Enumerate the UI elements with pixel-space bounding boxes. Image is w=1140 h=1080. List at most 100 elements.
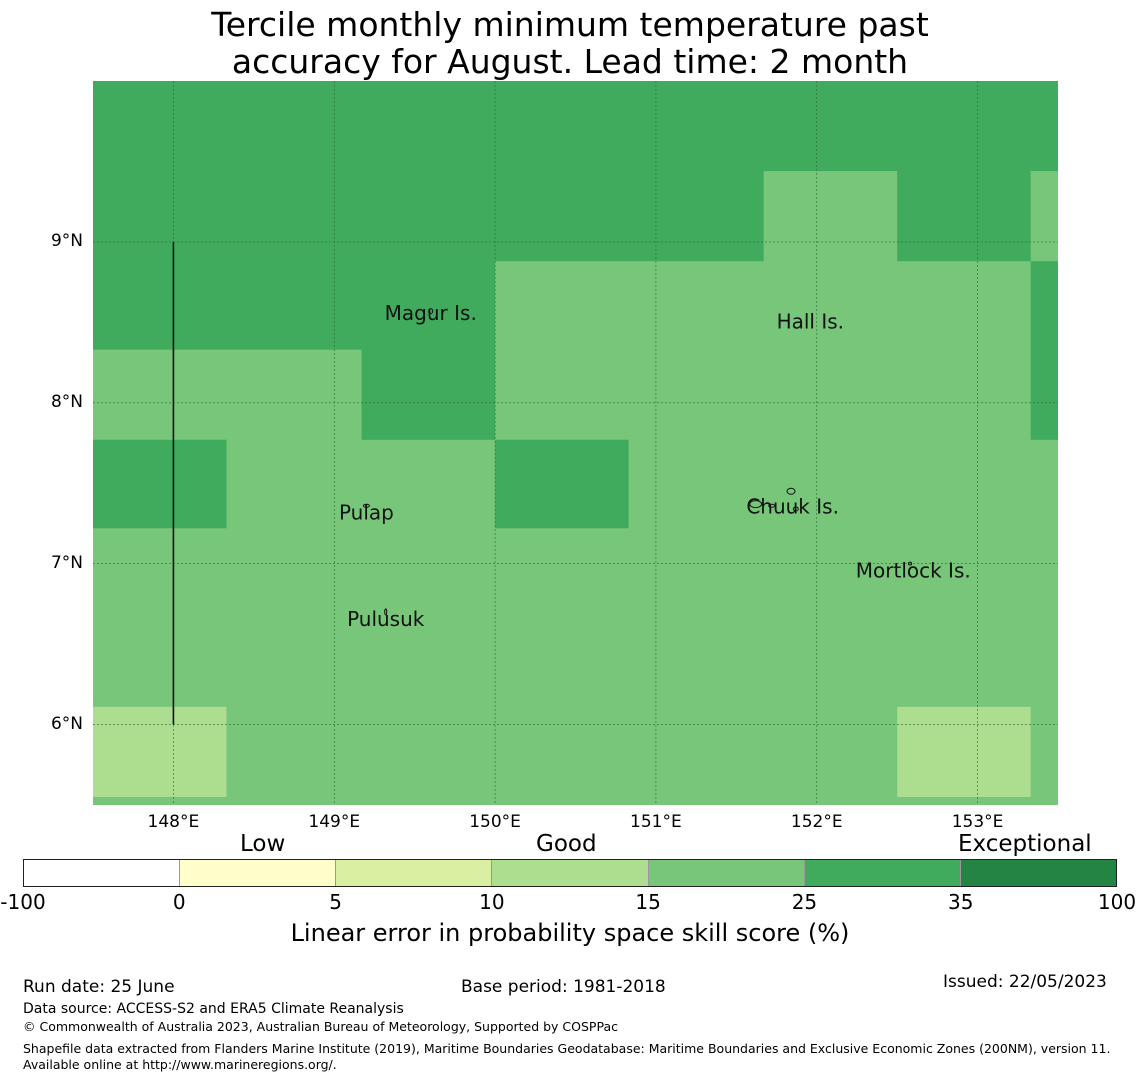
- skill-cell: [897, 796, 1032, 805]
- skill-cell: [628, 81, 765, 172]
- skill-cell: [93, 81, 228, 172]
- skill-cell: [495, 618, 630, 708]
- run-date: Run date: 25 June: [23, 977, 175, 997]
- skill-cell: [226, 81, 363, 172]
- skill-cell: [628, 528, 765, 619]
- map-title: Tercile monthly minimum temperature past…: [0, 6, 1140, 80]
- skill-cell: [628, 171, 765, 262]
- place-label: Pulap: [339, 501, 394, 525]
- skill-cell: [93, 439, 228, 529]
- skill-cell: [495, 528, 630, 619]
- colorbar: [23, 859, 1117, 887]
- skill-cell: [93, 171, 228, 262]
- skill-cell: [93, 528, 228, 619]
- colorbar-category-low: Low: [240, 831, 286, 857]
- skill-cell: [897, 261, 1032, 351]
- skill-cell: [763, 81, 898, 172]
- colorbar-segment: [180, 860, 337, 886]
- skill-cell: [1030, 706, 1058, 798]
- colorbar-tick-label: 0: [172, 890, 186, 914]
- skill-cell: [361, 81, 496, 172]
- longitude-tick-label: 149°E: [308, 812, 361, 832]
- skill-cell: [361, 706, 496, 798]
- skill-cell: [628, 706, 765, 798]
- skill-cell: [93, 261, 228, 351]
- skill-map[interactable]: Magur Is. Hall Is. Pulap Chuuk Is. Mortlock …: [93, 81, 1058, 805]
- colorbar-category-exceptional: Exceptional: [958, 831, 1092, 857]
- skill-cell: [226, 618, 363, 708]
- colorbar-tick-label: 25: [791, 890, 818, 914]
- skill-cell: [763, 796, 898, 805]
- skill-cell: [763, 706, 898, 798]
- skill-cell: [1030, 261, 1058, 351]
- skill-cell: [1030, 81, 1058, 172]
- colorbar-tick-label: 5: [329, 890, 342, 914]
- colorbar-segment: [492, 860, 649, 886]
- skill-cell: [1030, 439, 1058, 529]
- skill-cell: [628, 439, 765, 529]
- skill-cell: [628, 618, 765, 708]
- colorbar-tick-label: 35: [947, 890, 974, 914]
- colorbar-category-good: Good: [536, 831, 597, 857]
- longitude-tick-label: 152°E: [790, 812, 843, 832]
- colorbar-tick-label: 100: [1097, 890, 1137, 914]
- place-label: Pulusuk: [347, 607, 425, 631]
- longitude-tick-label: 150°E: [469, 812, 521, 832]
- skill-cell: [495, 261, 630, 351]
- skill-cell: [495, 171, 630, 262]
- skill-cell: [93, 349, 228, 441]
- issued-date: Issued: 22/05/2023: [943, 972, 1107, 992]
- skill-cell: [495, 439, 630, 529]
- colorbar-segment: [24, 860, 181, 886]
- island-outline: [362, 503, 370, 508]
- skill-cell: [361, 349, 496, 441]
- skill-cell: [361, 171, 496, 262]
- base-period: Base period: 1981-2018: [461, 977, 666, 997]
- skill-cell: [93, 796, 228, 805]
- skill-cell: [226, 796, 363, 805]
- colorbar-tick-label: -100: [0, 890, 46, 914]
- map-title-line-1: Tercile monthly minimum temperature past: [211, 5, 929, 44]
- skill-cell: [93, 706, 228, 798]
- skill-cell: [897, 349, 1032, 441]
- island-outline: [768, 503, 776, 508]
- skill-cell: [1030, 528, 1058, 619]
- skill-cell: [763, 261, 898, 351]
- place-label: Mortlock Is.: [856, 559, 971, 583]
- colorbar-tick-label: 10: [479, 890, 505, 914]
- island-outline: [792, 506, 799, 512]
- skill-cell: [226, 528, 363, 619]
- skill-cell: [897, 618, 1032, 708]
- skill-cell: [495, 81, 630, 172]
- latitude-tick-label: 6°N: [50, 713, 83, 734]
- colorbar-segment: [804, 860, 961, 886]
- colorbar-segment: [336, 860, 493, 886]
- skill-cell: [628, 349, 765, 441]
- skill-cell: [495, 796, 630, 805]
- data-source: Data source: ACCESS-S2 and ERA5 Climate …: [23, 1001, 404, 1017]
- skill-cell: [226, 706, 363, 798]
- skill-cell: [628, 261, 765, 351]
- skill-cell: [361, 618, 496, 708]
- skill-cell: [1030, 349, 1058, 441]
- skill-cell: [1030, 171, 1058, 262]
- skill-map-canvas: Magur Is. Hall Is. Pulap Chuuk Is. Mortlock …: [93, 81, 1058, 805]
- skill-cell: [361, 796, 496, 805]
- colorbar-segment: [648, 860, 805, 886]
- skill-cell: [897, 171, 1032, 262]
- copyright: © Commonwealth of Australia 2023, Austra…: [23, 1019, 618, 1034]
- skill-cell: [763, 618, 898, 708]
- colorbar-tick-label: 15: [635, 890, 661, 914]
- skill-cell: [763, 171, 898, 262]
- longitude-tick-label: 151°E: [630, 812, 682, 832]
- skill-cell: [763, 439, 898, 529]
- place-label: Hall Is.: [777, 309, 844, 333]
- skill-cell: [361, 261, 496, 351]
- skill-cell: [226, 439, 363, 529]
- island-outline: [908, 561, 913, 566]
- latitude-tick-label: 7°N: [50, 552, 83, 573]
- map-title-line-2: accuracy for August. Lead time: 2 month: [231, 42, 909, 81]
- island-outline: [749, 500, 763, 509]
- skill-cell: [763, 349, 898, 441]
- skill-cell: [495, 349, 630, 441]
